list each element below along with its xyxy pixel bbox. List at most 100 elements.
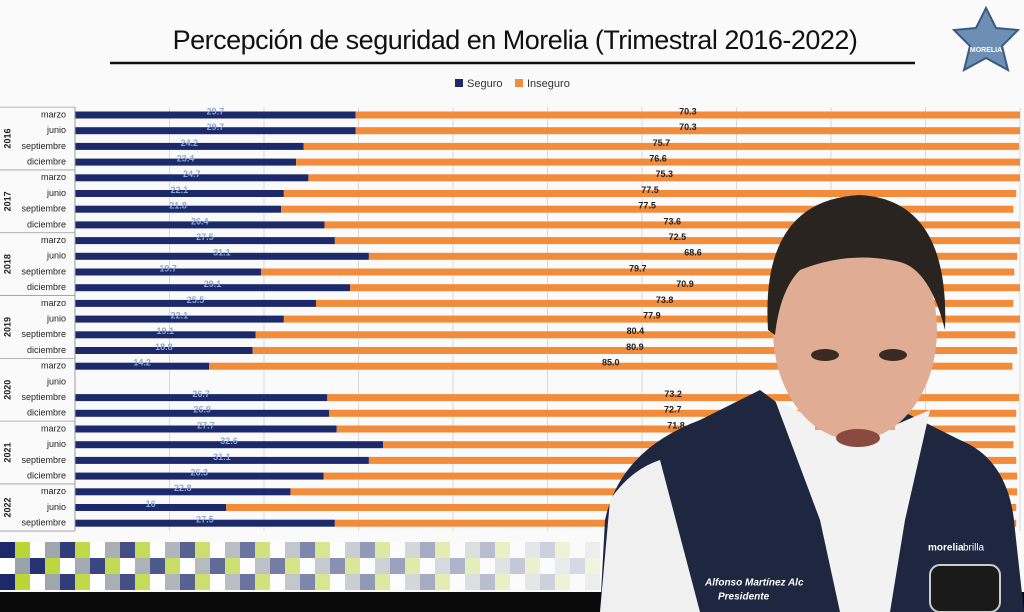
bar-segment xyxy=(252,347,1018,354)
bar-segment xyxy=(75,221,325,229)
data-label: 26.3 xyxy=(191,467,209,477)
pattern-square xyxy=(150,558,165,574)
data-label: 75.7 xyxy=(653,138,671,148)
bar-segment xyxy=(349,284,1020,292)
badge: MORELIA xyxy=(951,5,1021,72)
pattern-square xyxy=(240,542,255,558)
pattern-square xyxy=(465,558,480,574)
category-label: diciembre xyxy=(27,345,66,355)
pattern-square xyxy=(0,558,15,574)
pattern-square xyxy=(540,558,555,574)
pattern-square xyxy=(450,574,465,590)
data-label: 73.8 xyxy=(656,295,674,305)
logo-text: morelia xyxy=(928,543,964,554)
name-caption: Alfonso Martínez Alc xyxy=(704,578,804,589)
data-label: 70.9 xyxy=(676,279,694,289)
pattern-square xyxy=(375,558,390,574)
face xyxy=(773,220,937,440)
pattern-square xyxy=(570,558,585,574)
pattern-square xyxy=(570,542,585,558)
category-label: diciembre xyxy=(27,282,66,292)
bar-segment xyxy=(75,315,284,323)
data-label: 19.7 xyxy=(159,263,177,273)
pattern-square xyxy=(255,574,270,590)
phone xyxy=(929,564,1001,612)
bar-segment xyxy=(303,142,1020,150)
pattern-square xyxy=(435,574,450,590)
pattern-square xyxy=(225,542,240,558)
bar-segment xyxy=(255,331,1016,339)
data-label: 71.8 xyxy=(667,420,685,430)
pattern-square xyxy=(465,542,480,558)
bar-segment xyxy=(75,142,304,150)
pattern-square xyxy=(330,558,345,574)
category-label: diciembre xyxy=(27,470,66,480)
category-label: septiembre xyxy=(21,266,66,276)
eye xyxy=(879,349,907,361)
bar-segment xyxy=(75,488,291,496)
group-label: 2017 xyxy=(2,191,12,211)
bar-segment xyxy=(324,221,1021,229)
pattern-square xyxy=(270,574,285,590)
pattern-square xyxy=(180,542,195,558)
data-label: 70.3 xyxy=(679,106,697,116)
data-label: 85.0 xyxy=(602,358,620,368)
pattern-square xyxy=(420,574,435,590)
bar-segment xyxy=(329,409,1017,417)
pattern-square xyxy=(15,542,30,558)
bar-segment xyxy=(75,190,284,197)
sleeve xyxy=(600,460,700,612)
pattern-square xyxy=(180,574,195,590)
pattern-square xyxy=(525,574,540,590)
data-label: 23.4 xyxy=(177,153,195,163)
category-label: diciembre xyxy=(27,408,66,418)
bar-segment xyxy=(261,268,1015,276)
data-label: 80.9 xyxy=(626,342,644,352)
pattern-square xyxy=(60,558,75,574)
data-label: 18.8 xyxy=(155,342,173,352)
pattern-square xyxy=(270,558,285,574)
bar-segment xyxy=(281,205,1014,213)
role-caption: Presidente xyxy=(718,592,770,603)
pattern-square xyxy=(195,574,210,590)
pattern-square xyxy=(435,542,450,558)
logo-text: brilla xyxy=(963,543,985,554)
category-label: marzo xyxy=(41,361,66,371)
pattern-square xyxy=(75,558,90,574)
pattern-square xyxy=(45,558,60,574)
pattern-square xyxy=(135,542,150,558)
category-label: septiembre xyxy=(21,329,66,339)
data-label: 24.7 xyxy=(183,169,201,179)
pattern-square xyxy=(420,542,435,558)
pattern-square xyxy=(450,542,465,558)
bar-segment xyxy=(308,174,1020,182)
data-label: 14.2 xyxy=(133,358,151,368)
data-label: 21.8 xyxy=(169,201,187,211)
data-label: 26.9 xyxy=(193,405,211,415)
pattern-square xyxy=(75,542,90,558)
pattern-square xyxy=(405,558,420,574)
data-label: 70.3 xyxy=(679,122,697,132)
data-label: 77.5 xyxy=(638,201,656,211)
data-label: 29.7 xyxy=(207,122,225,132)
pattern-square xyxy=(195,558,210,574)
data-label: 75.3 xyxy=(655,169,673,179)
data-label: 31.1 xyxy=(213,452,231,462)
pattern-square xyxy=(135,558,150,574)
pattern-square xyxy=(15,558,30,574)
bar-segment xyxy=(296,158,1020,166)
bar-segment xyxy=(75,472,324,480)
category-label: septiembre xyxy=(21,518,66,528)
pattern-square xyxy=(510,574,525,590)
data-label: 79.7 xyxy=(629,263,647,273)
bar-segment xyxy=(75,394,328,402)
pattern-square xyxy=(210,558,225,574)
pattern-square xyxy=(510,542,525,558)
bar-segment xyxy=(75,237,335,245)
pattern-square xyxy=(225,574,240,590)
bar-segment xyxy=(75,158,297,166)
speaker-video: Alfonso Martínez Alc Presidente morelia … xyxy=(600,195,1024,612)
category-label: septiembre xyxy=(21,392,66,402)
pattern-square xyxy=(60,574,75,590)
pattern-square xyxy=(345,558,360,574)
